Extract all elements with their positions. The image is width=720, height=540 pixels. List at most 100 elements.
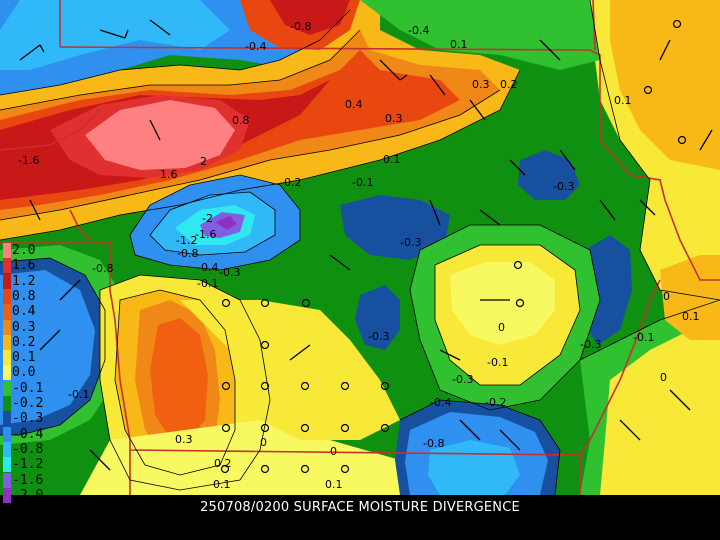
contour-label: 0.3: [472, 78, 490, 91]
legend-entry: -0.1: [0, 380, 60, 397]
contour-label: 0.2: [500, 78, 518, 91]
contour-label: -0.3: [400, 236, 421, 249]
contour-lines: [0, 0, 720, 495]
moisture-divergence-map: -0.80.8-1.61.620.40.30.3 0.20.1-0.1-0.2-2…: [0, 0, 720, 495]
legend-swatch: [3, 365, 11, 381]
legend-label: -0.8: [12, 441, 44, 457]
contour-label: 0.1: [682, 310, 700, 323]
contour-label: -0.4: [408, 24, 429, 37]
contour-label: 0: [660, 371, 667, 384]
contour-label: 0.3: [385, 112, 403, 125]
contour-label: -0.3: [452, 373, 473, 386]
contour-label: -0.8: [290, 20, 311, 33]
legend-entry: 1.2: [0, 273, 60, 290]
contour-label: -0.8: [92, 262, 113, 275]
legend-label: -0.3: [12, 411, 44, 427]
contour-label: -0.1: [487, 356, 508, 369]
contour-label: -0.4: [430, 396, 451, 409]
legend-entry: 0.4: [0, 303, 60, 320]
legend-swatch: [3, 426, 11, 442]
legend-label: -1.2: [12, 457, 44, 473]
legend-label: 0.0: [12, 365, 36, 381]
contour-label: 0.1: [450, 38, 468, 51]
legend-swatch: [3, 273, 11, 289]
contour-label: 2: [200, 155, 207, 168]
legend-swatch: [3, 334, 11, 350]
legend-label: 0.1: [12, 350, 36, 366]
contour-label: -0.8: [423, 437, 444, 450]
legend-swatch: [3, 304, 11, 320]
legend-swatch: [3, 350, 11, 366]
contour-label: -0.3: [219, 266, 240, 279]
wind-barbs: [19, 19, 713, 471]
legend-label: 0.2: [12, 334, 36, 350]
contour-label: 0.4: [345, 98, 363, 111]
legend-label: -2.0: [12, 487, 44, 503]
state-borders: [0, 0, 720, 495]
contour-label: -2: [202, 212, 213, 225]
legend-entry: 1.6: [0, 257, 60, 274]
legend-swatch: [3, 243, 11, 258]
legend-label: 2.0: [12, 243, 36, 258]
legend-label: 0.4: [12, 304, 36, 320]
legend-swatch: [3, 319, 11, 335]
legend-label: -0.1: [12, 380, 44, 396]
contour-label: -0.3: [368, 330, 389, 343]
contour-label: 0: [260, 436, 267, 449]
legend-entry: 0.1: [0, 349, 60, 366]
legend-swatch: [3, 396, 11, 411]
contour-label: -0.1: [352, 176, 373, 189]
legend-label: 0.8: [12, 288, 36, 304]
legend-swatch: [3, 258, 11, 274]
contour-label: -0.2: [485, 396, 506, 409]
contour-label: -0.1: [68, 388, 89, 401]
contour-label: 0: [330, 445, 337, 458]
contour-label: -0.1: [197, 277, 218, 290]
legend-entry: 0.2: [0, 334, 60, 351]
legend-label: -1.6: [12, 472, 44, 488]
map-caption: 250708/0200 SURFACE MOISTURE DIVERGENCE: [200, 500, 520, 515]
contour-label: 0.8: [232, 114, 250, 127]
contour-label: 0.1: [325, 478, 343, 491]
legend-label: -0.4: [12, 426, 44, 442]
legend-entry: 0.3: [0, 319, 60, 336]
legend-label: 0.3: [12, 319, 36, 335]
legend-label: 1.2: [12, 273, 36, 289]
contour-label: 0.1: [383, 153, 401, 166]
contour-label: -0.1: [633, 331, 654, 344]
calm-markers: [220, 19, 687, 474]
contour-label: 0: [663, 290, 670, 303]
contour-label: -1.6: [18, 154, 39, 167]
contour-label: 0.1: [213, 478, 231, 491]
contour-label: -0.4: [245, 40, 266, 53]
contour-label: 0.2: [214, 457, 232, 470]
contour-label: -0.3: [553, 180, 574, 193]
legend-entry: 2.0: [0, 242, 60, 259]
color-legend: 2.0 1.6 1.2 0.8 0.4 0.3 0.2 0.1 0.0 -0.1 -0.2 -0.3-…: [0, 242, 60, 514]
legend-entry: 0.0: [0, 364, 60, 381]
legend-entry: -1.2: [0, 456, 60, 473]
legend-entry: -2.0: [0, 487, 60, 504]
legend-swatch: [3, 472, 11, 488]
contour-labels: -0.8 0.8 -1.6 1.6 2 0.4 0.3 0.3 0.2 0.1 -0.1 -0.2 -2…: [18, 20, 700, 491]
contour-label: -0.4: [197, 261, 218, 274]
legend-entry: 0.8: [0, 288, 60, 305]
contour-label: 0.3: [175, 433, 193, 446]
legend-entry: -0.2: [0, 395, 60, 412]
legend-entry: -0.3: [0, 410, 60, 427]
legend-entry: -0.4: [0, 426, 60, 443]
contour-label: 1.6: [160, 168, 178, 181]
contour-label: -0.2: [280, 176, 301, 189]
legend-label: -0.2: [12, 396, 44, 411]
legend-swatch: [3, 411, 11, 427]
legend-entry: -0.8: [0, 441, 60, 458]
legend-swatch: [3, 457, 11, 473]
legend-swatch: [3, 487, 11, 503]
legend-swatch: [3, 288, 11, 304]
legend-swatch: [3, 441, 11, 457]
legend-swatch: [3, 380, 11, 396]
legend-label: 1.6: [12, 258, 36, 274]
contour-label: -1.2: [176, 234, 197, 247]
contour-label: 0: [498, 321, 505, 334]
contour-label: -0.8: [177, 247, 198, 260]
